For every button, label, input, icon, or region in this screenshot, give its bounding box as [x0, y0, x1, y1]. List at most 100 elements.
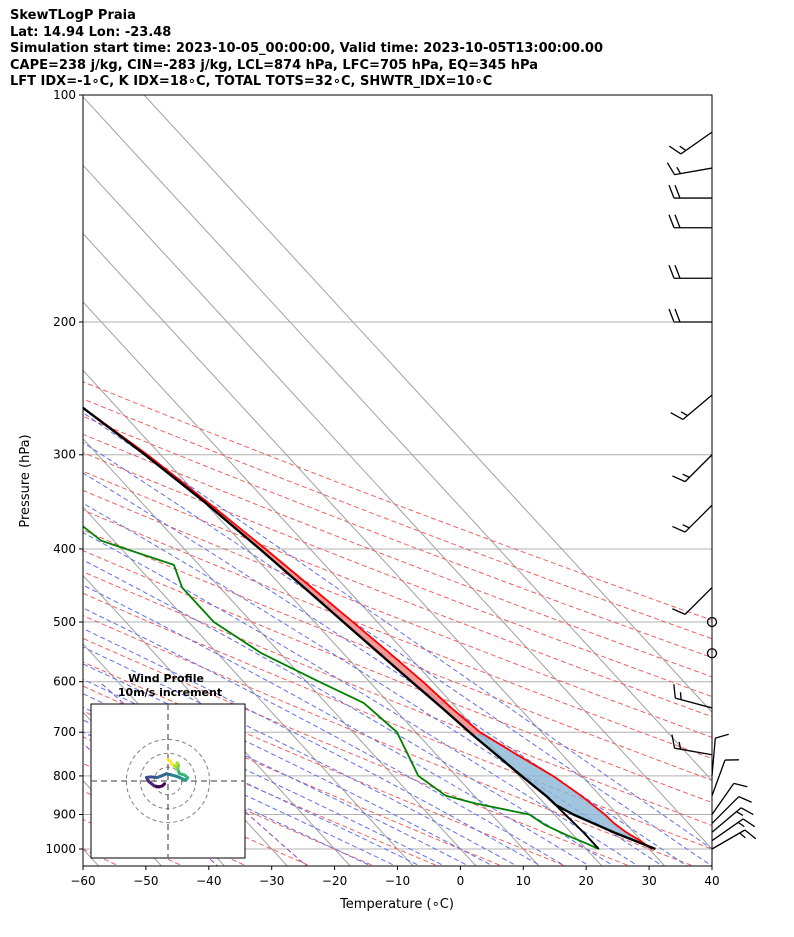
barb-half-flag [680, 411, 688, 417]
moist-adiabat [83, 532, 640, 866]
dry-adiabat [83, 452, 712, 698]
wind-barb [711, 796, 752, 824]
y-tick-label: 100 [53, 88, 76, 102]
barb-flag [674, 308, 681, 323]
moist-adiabat [83, 584, 591, 866]
x-tick-label: −30 [259, 874, 284, 888]
barb-flag [672, 475, 686, 483]
hodograph-content [91, 704, 245, 858]
hodograph-subtitle: 10m/s increment [118, 686, 222, 699]
dry-adiabat [83, 571, 712, 826]
dewpoint-line [83, 525, 600, 850]
moist-adiabat [83, 646, 519, 866]
barb-flag [744, 829, 757, 840]
barb-shaft [711, 818, 744, 842]
moist-adiabat [83, 663, 494, 866]
barb-half-flag [679, 145, 687, 151]
barb-flag [674, 265, 681, 279]
barb-flag [742, 818, 756, 828]
barb-shaft [684, 454, 713, 483]
parcel-line [83, 406, 656, 851]
isotherm-60 [143, 95, 712, 713]
wind-barb [668, 308, 712, 323]
moist-adiabat [83, 693, 446, 866]
y-tick-label: 400 [53, 542, 76, 556]
wind-barb [672, 504, 713, 533]
moist-adiabat [83, 607, 567, 866]
barb-shaft [711, 782, 735, 815]
barb-flag [674, 214, 681, 229]
parameters-line: CAPE=238 j/kg, CIN=-283 j/kg, LCL=874 hP… [10, 57, 538, 73]
y-tick-label: 300 [53, 448, 76, 462]
wind-barb [668, 184, 712, 199]
barb-flag [672, 608, 686, 615]
barb-half-flag [682, 524, 690, 529]
x-tick-label: 10 [516, 874, 531, 888]
barb-half-flag [678, 741, 682, 750]
dry-adiabat [83, 529, 712, 781]
wind-barb [668, 265, 712, 279]
barb-half-flag [682, 473, 690, 478]
parcel-surface-branch [554, 804, 600, 850]
dry-adiabat [83, 592, 712, 850]
hodograph-inset: Wind Profile 10m/s increment [90, 672, 246, 859]
x-tick-label: 0 [457, 874, 465, 888]
barb-shaft [674, 167, 713, 176]
wind-barb [711, 829, 757, 850]
barb-flag [668, 184, 675, 199]
dry-adiabat [83, 615, 695, 866]
dry-adiabat [83, 637, 631, 866]
barb-shaft [711, 759, 726, 797]
barb-flag [668, 145, 682, 155]
barb-flag [740, 807, 754, 816]
barb-flag [668, 308, 675, 323]
y-tick-label: 800 [53, 769, 76, 783]
barb-flag [733, 782, 748, 788]
barb-half-flag [676, 166, 682, 174]
moist-adiabat [83, 412, 712, 850]
barb-shaft [711, 796, 740, 824]
axes: −60 −50 −40 −30 −20 −10 0 10 20 30 40 1000 900 800 700… [45, 88, 719, 888]
barb-shaft [684, 504, 713, 533]
isotherm-50 [83, 96, 712, 782]
x-tick-label: −20 [322, 874, 347, 888]
isotherm-0 [83, 438, 477, 866]
indices-line: LFT IDX=-1∘C, K IDX=18∘C, TOTAL TOTS=32∘… [10, 74, 493, 89]
barb-half-flag [736, 811, 744, 816]
y-axis-label: Pressure (hPa) [18, 434, 33, 527]
x-tick-label: −60 [70, 874, 95, 888]
isotherm--60 [83, 848, 100, 866]
wind-barb [666, 162, 713, 176]
dry-adiabat [83, 398, 712, 640]
barb-flag [671, 734, 676, 749]
hodograph-segment [166, 758, 172, 763]
barb-flag [672, 525, 686, 533]
barb-half-flag [737, 821, 745, 828]
x-tick-label: −10 [385, 874, 410, 888]
dry-adiabat [83, 710, 440, 866]
location-line: Lat: 14.94 Lon: -23.48 [10, 24, 172, 40]
y-tick-label: 1000 [45, 842, 76, 856]
wind-barb [711, 733, 729, 776]
wind-barb [711, 782, 748, 815]
isotherm-30 [83, 232, 666, 866]
barb-flag [715, 733, 729, 739]
wind-barb [668, 131, 713, 155]
barb-flag [666, 162, 676, 176]
dry-adiabat [83, 685, 503, 866]
wind-barbs [666, 131, 757, 850]
y-tick-label: 500 [53, 615, 76, 629]
x-tick-label: −40 [196, 874, 221, 888]
wind-barb [672, 587, 713, 615]
barb-shaft [711, 807, 742, 833]
barb-shaft [674, 747, 713, 756]
x-tick-label: 40 [704, 874, 719, 888]
isotherm--10 [83, 506, 414, 866]
isotherm-40 [83, 164, 712, 850]
moist-adiabat [83, 559, 615, 866]
x-tick-label: −50 [133, 874, 158, 888]
hodograph-ring [125, 738, 211, 824]
chart-header: SkewTLogP Praia Lat: 14.94 Lon: -23.48 S… [10, 8, 603, 91]
y-tick-label: 600 [53, 675, 76, 689]
wind-barb [672, 454, 713, 483]
